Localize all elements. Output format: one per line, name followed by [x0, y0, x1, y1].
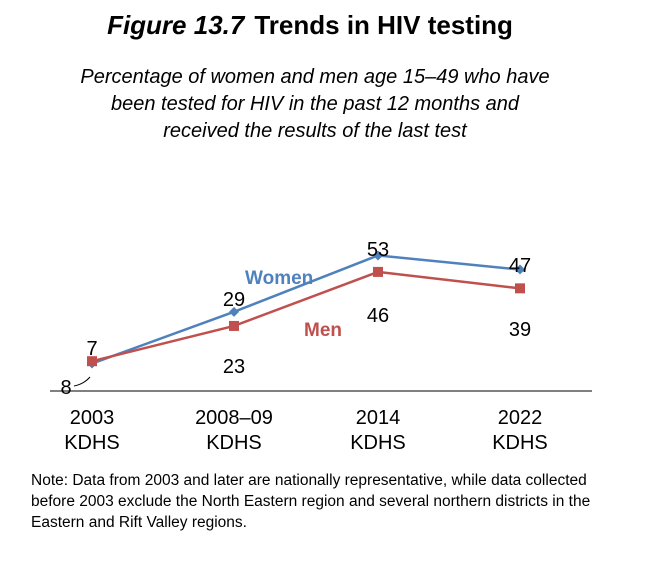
x-tick-label: 2003 KDHS [64, 407, 120, 454]
data-label-men: 46 [367, 305, 389, 327]
data-label-women: 47 [509, 255, 531, 277]
x-tick-label: 2022 KDHS [492, 407, 548, 454]
marker-men [373, 266, 383, 277]
figure-number: Figure 13.7 [107, 10, 245, 40]
series-label-women: Women [245, 268, 313, 289]
data-label-women: 29 [223, 289, 245, 311]
figure-title-text: Trends in HIV testing [254, 10, 513, 40]
data-label-women: 7 [86, 338, 97, 360]
data-label-men: 8 [60, 377, 71, 399]
series-name-labels: Women Men [245, 268, 342, 341]
data-labels: 7 29 53 47 8 23 46 39 [60, 239, 531, 399]
series-markers [87, 250, 525, 369]
x-tick-label: 2014 KDHS [350, 407, 406, 454]
data-label-women: 53 [367, 239, 389, 261]
marker-women [229, 306, 239, 317]
x-tick-label: 2008–09 KDHS [195, 407, 273, 454]
marker-men [87, 356, 97, 367]
line-chart: 2003 KDHS 2008–09 KDHS 2014 KDHS 2022 KDHS 7 29 5… [50, 239, 592, 454]
data-label-men: 23 [223, 356, 245, 378]
figure-note: Note: Data from 2003 and later are natio… [31, 472, 591, 531]
data-label-men: 39 [509, 319, 531, 341]
series-line-men [91, 270, 521, 363]
x-tick-labels: 2003 KDHS 2008–09 KDHS 2014 KDHS 2022 KDHS [64, 407, 548, 454]
series-line-women [91, 254, 521, 365]
series-label-men: Men [304, 320, 342, 341]
marker-men [229, 320, 239, 331]
leader-line [73, 376, 91, 387]
marker-women [515, 264, 525, 275]
marker-men [515, 283, 525, 294]
marker-women [373, 250, 383, 261]
series-lines [91, 254, 521, 365]
figure-subtitle: Percentage of women and men age 15–49 wh… [80, 66, 550, 142]
figure-title: Figure 13.7 Trends in HIV testing [0, 10, 620, 41]
